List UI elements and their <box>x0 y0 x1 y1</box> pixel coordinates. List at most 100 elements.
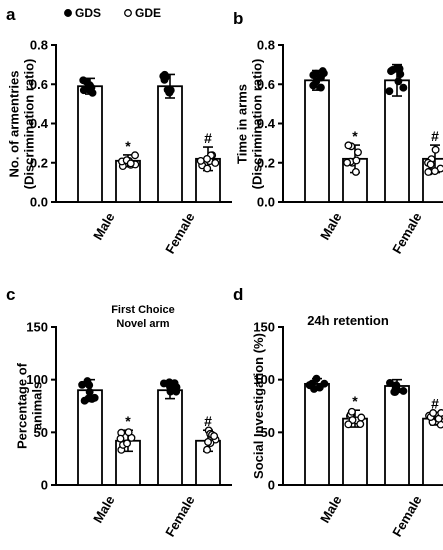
bar-gds-female <box>384 79 410 203</box>
data-point <box>85 388 94 396</box>
panel-title: 24h retention <box>307 313 389 328</box>
y-tick-label: 0.6 <box>30 77 48 92</box>
data-point <box>426 160 435 169</box>
data-point <box>344 141 353 150</box>
data-point <box>317 73 325 82</box>
panel-b: b 0.0 0.2 0.4 0.6 0.8 Time in arms (Discriminat… <box>233 9 443 256</box>
panel-letter: d <box>233 285 243 304</box>
data-point <box>347 407 356 416</box>
bar-gds-male <box>304 79 330 203</box>
y-tick-label: 150 <box>253 320 275 335</box>
data-point <box>309 81 318 90</box>
data-point <box>126 159 135 168</box>
data-point <box>394 77 403 86</box>
panel-letter: a <box>6 5 16 24</box>
category-label: Female <box>162 210 197 256</box>
y-tick-label: 150 <box>26 320 48 335</box>
data-point <box>357 413 366 422</box>
category-label: Male <box>317 210 344 243</box>
data-point <box>203 164 212 173</box>
category-label: Male <box>90 493 117 526</box>
y-tick-label: 0.4 <box>30 116 49 131</box>
y-tick-label: 0.4 <box>257 116 276 131</box>
y-tick-label: 0 <box>41 478 48 493</box>
significance-mark: * <box>125 413 131 429</box>
y-tick-label: 0.2 <box>257 155 275 170</box>
data-point <box>356 420 365 429</box>
data-point <box>82 77 91 86</box>
y-tick-label: 0.0 <box>30 195 48 210</box>
y-axis-label: No. of armentries <box>7 71 22 178</box>
data-point <box>83 377 92 386</box>
y-tick-label: 0.2 <box>30 155 48 170</box>
bar-gde-male <box>342 417 368 486</box>
y-axis-label: animals <box>30 382 45 430</box>
panel-c: c 0 50 100 150 Percentage of animals First Choi… <box>6 285 232 539</box>
y-tick-label: 0.6 <box>257 77 275 92</box>
y-tick-label: 0 <box>268 478 275 493</box>
data-point <box>204 437 212 446</box>
category-label: Male <box>90 210 117 243</box>
bar-gds-male <box>77 389 103 486</box>
data-point <box>84 394 93 403</box>
panel-title: Novel arm <box>116 318 169 330</box>
y-axis-label: Percentage of <box>15 362 30 449</box>
legend-label-gds: GDS <box>75 6 101 20</box>
category-label: Male <box>317 493 344 526</box>
legend-label-gde: GDE <box>135 6 161 20</box>
category-label: Female <box>162 493 197 539</box>
data-point <box>431 145 440 154</box>
category-label: Female <box>389 210 424 256</box>
data-point <box>161 73 170 82</box>
data-point <box>395 64 404 73</box>
data-point <box>344 420 353 429</box>
data-point <box>211 158 220 167</box>
data-point <box>210 432 219 441</box>
data-point <box>351 167 360 176</box>
data-point <box>399 387 408 395</box>
y-axis-label: Social Investigation (%) <box>251 333 266 479</box>
data-point <box>170 379 179 388</box>
data-point <box>399 83 408 92</box>
significance-mark: # <box>431 395 439 411</box>
significance-mark: * <box>352 393 358 409</box>
data-point <box>116 434 125 443</box>
data-point <box>430 167 439 176</box>
data-point <box>312 374 321 383</box>
y-axis-label: (Discrimination ratio) <box>22 59 37 190</box>
panel-a: a 0.0 0.2 0.4 0.6 0.8 No. of armentries (Discri… <box>6 5 232 256</box>
data-point <box>316 83 325 92</box>
y-tick-label: 0.8 <box>257 38 275 53</box>
significance-mark: # <box>204 413 212 429</box>
y-axis-label: Time in arms <box>235 84 250 164</box>
data-point <box>352 156 361 165</box>
panel-letter: c <box>6 285 15 304</box>
data-point <box>86 86 94 95</box>
legend: GDS GDE <box>64 6 161 20</box>
data-point <box>437 409 443 417</box>
bar-gde-female <box>422 417 443 486</box>
significance-mark: # <box>204 130 212 146</box>
data-point <box>123 439 131 448</box>
data-point <box>131 151 139 160</box>
panel-letter: b <box>233 9 243 28</box>
data-point <box>429 409 438 417</box>
y-tick-label: 100 <box>26 372 48 387</box>
bar-gds-female <box>157 85 183 203</box>
data-point <box>386 378 394 387</box>
data-point <box>305 381 314 389</box>
data-point <box>172 387 181 396</box>
y-tick-label: 0.0 <box>257 195 275 210</box>
data-point <box>203 445 211 454</box>
data-point <box>203 154 211 163</box>
significance-mark: # <box>431 128 439 144</box>
data-point <box>124 428 133 437</box>
panel-title: First Choice <box>111 304 175 316</box>
y-tick-label: 100 <box>253 372 275 387</box>
data-point <box>388 65 397 74</box>
data-point <box>391 387 400 396</box>
data-point <box>385 87 394 96</box>
data-point <box>343 158 352 167</box>
